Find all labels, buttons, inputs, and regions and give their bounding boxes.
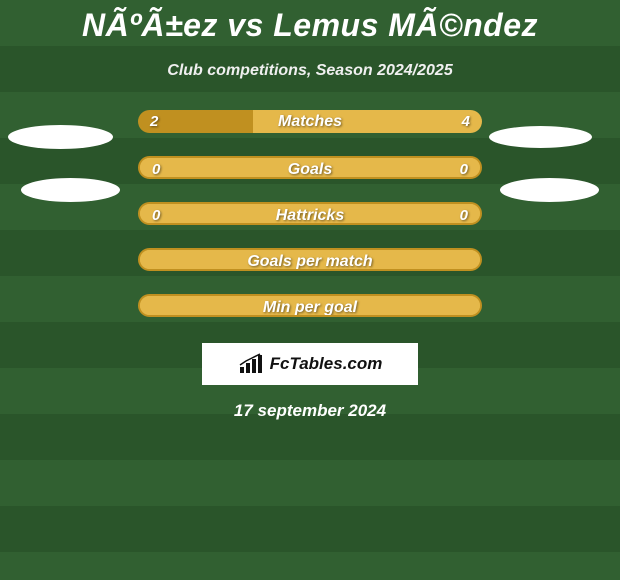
stat-bar-label: Hattricks <box>140 204 480 223</box>
content-wrapper: NÃºÃ±ez vs Lemus MÃ©ndez Club competitio… <box>0 0 620 421</box>
stat-bar: Goals0 0 <box>138 156 482 179</box>
stat-bar-label: Goals per match <box>140 250 480 269</box>
stat-bar-value-right: 4 <box>462 110 470 133</box>
subtitle: Club competitions, Season 2024/2025 <box>0 62 620 80</box>
stat-bar: Goals per match <box>138 248 482 271</box>
stat-bar: Hattricks0 0 <box>138 202 482 225</box>
stat-bar-label: Goals <box>140 158 480 177</box>
date-text: 17 september 2024 <box>0 401 620 421</box>
stat-bar-label: Matches <box>138 110 482 133</box>
stat-bar-value-right: 0 <box>460 204 468 225</box>
logo-box: FcTables.com <box>202 343 418 385</box>
stat-bar-label: Min per goal <box>140 296 480 315</box>
logo-text: FcTables.com <box>270 354 383 374</box>
stat-bar-value-right: 0 <box>460 158 468 179</box>
stat-bar-value-left: 0 <box>152 158 160 179</box>
stat-bar: Matches2 4 <box>138 110 482 133</box>
chart-icon <box>238 353 264 375</box>
stat-bar: Min per goal <box>138 294 482 317</box>
page-title: NÃºÃ±ez vs Lemus MÃ©ndez <box>0 7 620 44</box>
stat-bars-container: Matches24Goals00Hattricks00Goals per mat… <box>0 110 620 317</box>
stat-bar-value-left: 0 <box>152 204 160 225</box>
stat-bar-value-left: 2 <box>150 110 158 133</box>
